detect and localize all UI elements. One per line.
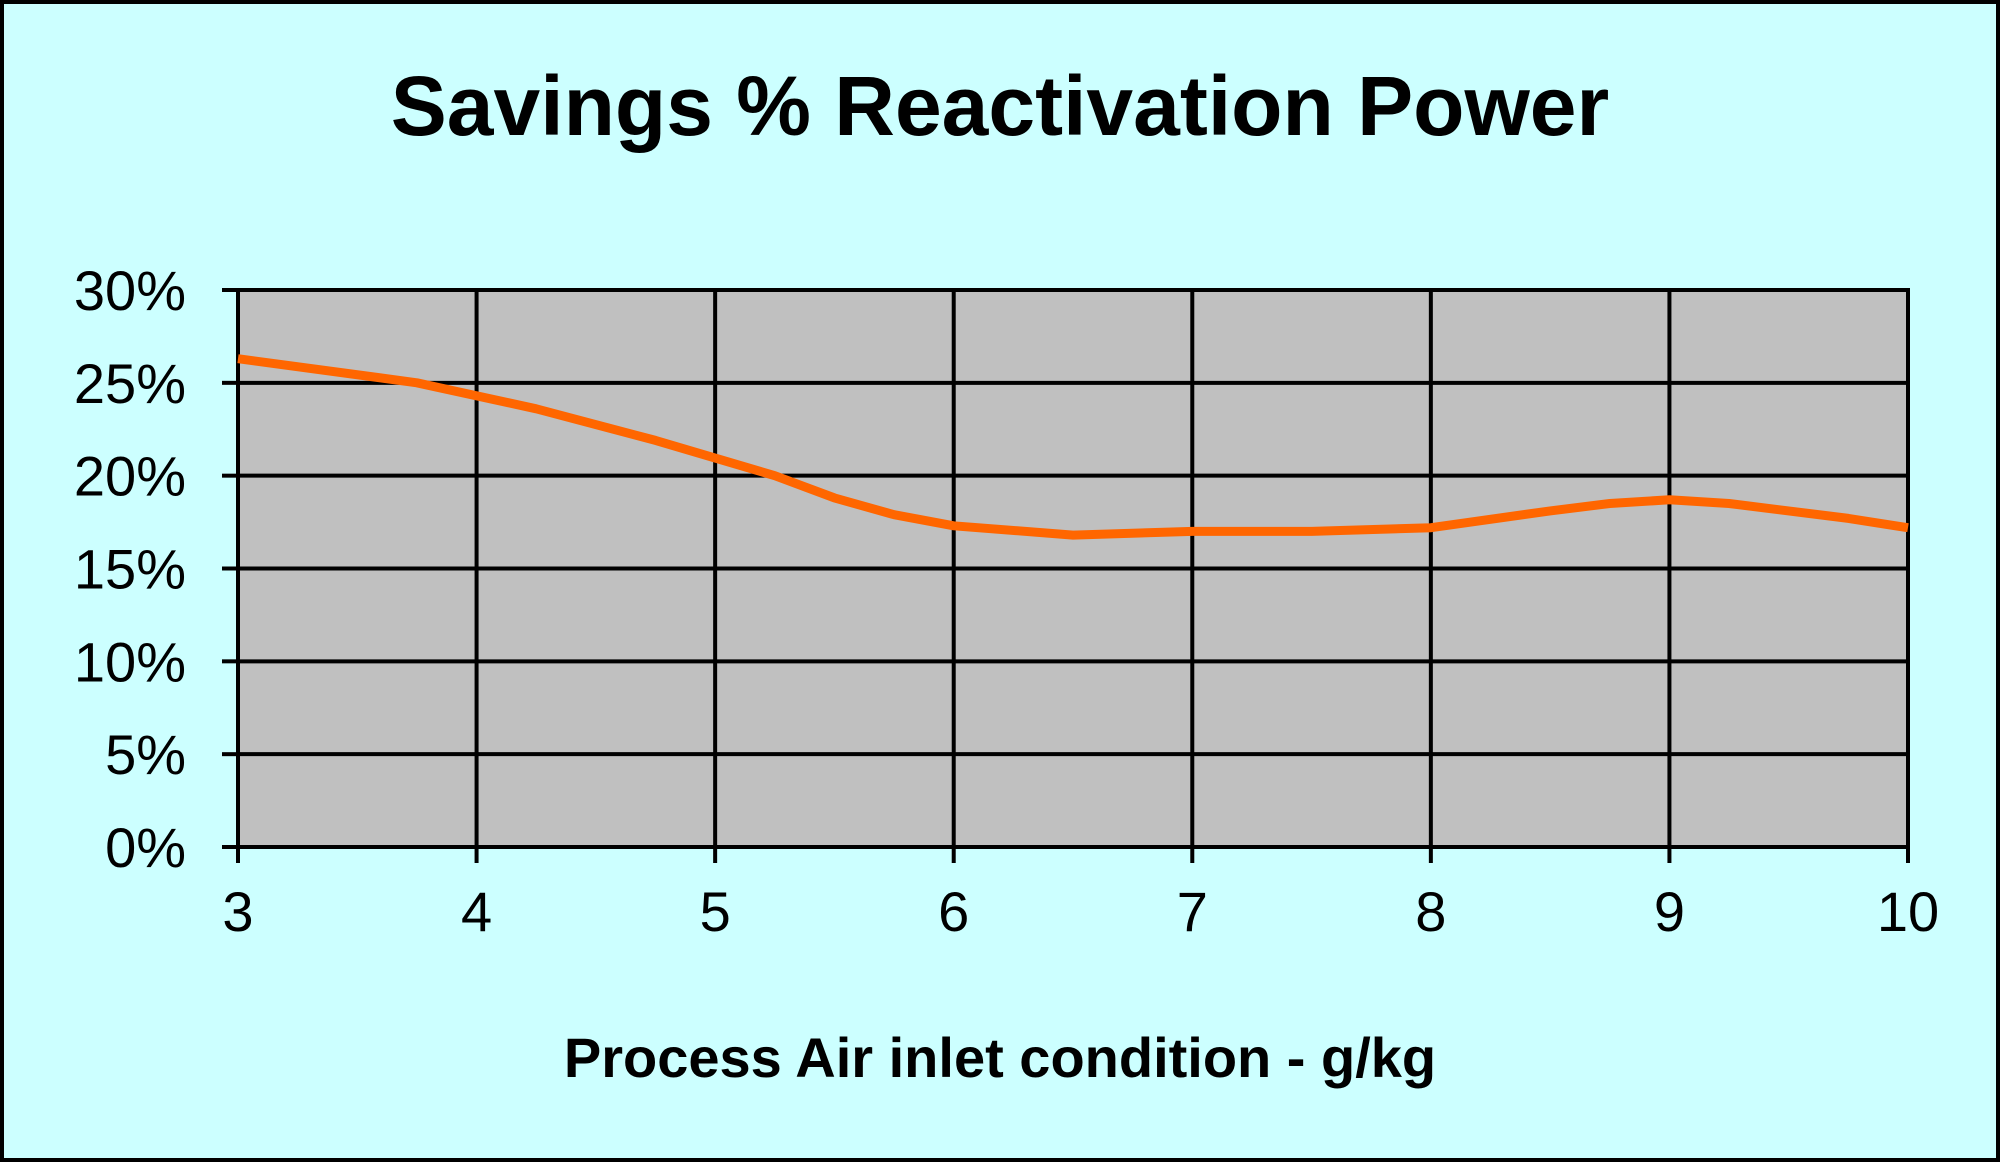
y-tick-label: 15%: [74, 538, 186, 601]
x-tick-label: 8: [1415, 880, 1446, 943]
y-tick-label: 20%: [74, 445, 186, 508]
series-line: [237, 354, 1909, 540]
x-tick-label: 9: [1654, 880, 1685, 943]
y-tick-label: 25%: [74, 352, 186, 415]
y-tick-label: 5%: [105, 723, 186, 786]
x-tick-label: 5: [700, 880, 731, 943]
chart-title: Savings % Reactivation Power: [390, 59, 1610, 153]
x-tick-label: 7: [1177, 880, 1208, 943]
y-tick-label: 10%: [74, 630, 186, 693]
x-tick-label: 4: [461, 880, 492, 943]
x-tick-label: 6: [938, 880, 969, 943]
y-tick-label: 30%: [74, 259, 186, 322]
axis-ticks: 0% 5% 10% 15% 20% 25% 30% 3 4 5 6 7 8 9 10: [74, 259, 1939, 943]
series-layer: [237, 354, 1909, 540]
x-tick-label: 10: [1877, 880, 1939, 943]
x-axis-label: Process Air inlet condition - g/kg: [563, 1026, 1437, 1089]
y-tick-label: 0%: [105, 816, 186, 879]
grid-lines: [236, 288, 1910, 849]
x-tick-label: 3: [222, 880, 253, 943]
